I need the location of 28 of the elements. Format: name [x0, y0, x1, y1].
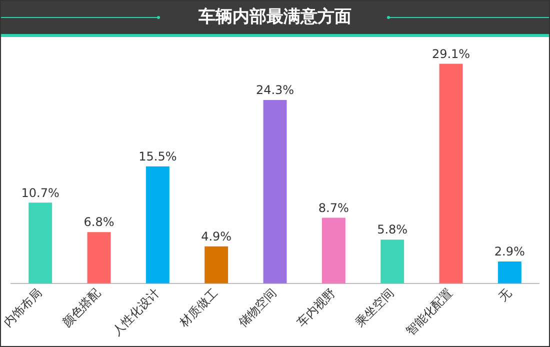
bar: [146, 166, 170, 284]
x-tick-label: 乘坐空间: [352, 286, 397, 330]
bar: [263, 100, 287, 284]
bar: [498, 262, 522, 284]
x-tick-label: 人性化设计: [110, 286, 162, 338]
x-tick-label: 材质做工: [176, 286, 221, 330]
data-label: 4.9%: [201, 230, 232, 244]
data-label: 5.8%: [377, 222, 408, 237]
bar: [28, 202, 52, 284]
data-label: 29.1%: [432, 46, 470, 61]
x-tick-label: 内饰布局: [0, 286, 45, 330]
x-tick-label: 无: [496, 286, 514, 304]
x-tick-label: 颜色搭配: [59, 286, 104, 330]
bar: [87, 232, 111, 284]
x-tick-label: 车内视野: [294, 286, 338, 330]
data-label: 2.9%: [494, 244, 525, 259]
x-tick-label: 智能化配置: [403, 286, 456, 338]
chart-title: 车辆内部最满意方面: [198, 6, 352, 29]
bar: [439, 64, 463, 284]
bar: [204, 246, 228, 284]
data-label: 24.3%: [256, 83, 294, 98]
bar: [322, 218, 346, 284]
data-label: 10.7%: [21, 186, 60, 200]
data-label: 8.7%: [318, 200, 349, 215]
data-label: 15.5%: [138, 150, 177, 164]
data-label: 6.8%: [84, 215, 114, 230]
x-tick-label: 储物空间: [235, 286, 280, 330]
bar: [380, 240, 404, 284]
